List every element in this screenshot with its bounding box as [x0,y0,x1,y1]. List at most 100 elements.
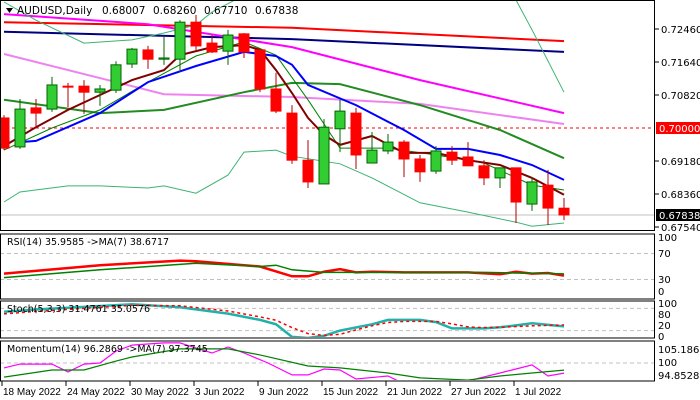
stoch-mainline [3,303,565,337]
bearish-candle[interactable] [478,160,490,186]
bullish-candle[interactable] [126,47,138,69]
momentum-scale-label: 105.1862 [658,345,700,356]
bullish-candle[interactable] [110,61,122,93]
date-label: 9 Jun 2022 [259,387,309,398]
bearish-candle[interactable] [446,146,458,166]
candle-body [1,117,10,149]
date-label: 1 Jul 2022 [515,387,562,398]
price-tick-label: 0.67540 [661,223,700,234]
candle-body [46,84,58,110]
axes: 0.72460 0.71640 0.70820 0.69180 0.68360 0.675… [1,25,700,398]
triangle-down-icon[interactable] [6,8,13,13]
bearish-candle[interactable] [286,105,298,164]
bearish-candle[interactable] [254,49,266,93]
bearish-candle[interactable] [350,107,362,170]
bearish-candle[interactable] [30,99,42,128]
candle-body [254,49,266,90]
symbol-label: AUDUSD,Daily [17,5,92,17]
bullish-candle[interactable] [494,167,506,188]
bearish-candle[interactable] [398,140,410,178]
momentum-scale-label: 94.8528 [658,371,699,382]
price-tick-label: 0.72460 [661,25,700,36]
momentum-scale-label: 100 [658,358,677,369]
bearish-candle[interactable] [542,169,554,225]
price-tick-label: 0.71640 [661,58,700,69]
bearish-candle[interactable] [302,140,314,188]
bearish-candle[interactable] [190,14,202,50]
bearish-candle[interactable] [270,72,282,114]
bullish-candle[interactable] [366,132,378,164]
candle-body [318,126,330,185]
bullish-candle[interactable] [318,119,330,185]
bullish-candle[interactable] [158,37,170,65]
bollinger-upper-line [3,1,565,93]
stoch-scale-label: 100 [658,299,677,310]
candle-body [62,85,74,88]
candle-body [430,150,442,172]
bullish-candle[interactable] [222,29,234,65]
bearish-candle[interactable] [462,142,474,167]
candle-body [350,112,362,156]
bearish-candle[interactable] [78,80,90,114]
stoch-plot [1,303,654,337]
chart-header: AUDUSD,Daily 0.68007 0.68260 0.67710 0.6… [6,5,298,17]
candle-body [286,112,298,161]
candle-body [142,49,154,60]
candle-body [110,64,122,91]
candle-body [542,184,554,209]
candle-body [462,156,474,167]
candle-body [30,107,42,114]
candle-body [510,167,522,203]
rsi-scale-label: 70 [658,249,671,260]
candle-body [14,108,26,148]
bullish-candle[interactable] [382,134,394,155]
rsi-scale-label: 0 [658,287,664,298]
level-price-label: 0.70000 [659,124,700,135]
candle-body [126,48,138,65]
date-label: 15 Jun 2022 [323,387,378,398]
stoch-signalline [3,304,565,337]
stoch-title: Stoch(5,3,3) 31.4761 35.0576 [7,304,150,315]
candle-body [238,33,250,53]
rsi-rsi-14-line [3,259,565,278]
rsi-title: RSI(14) 35.9585 ->MA(7) 38.6717 [7,237,169,248]
bearish-candle[interactable] [558,198,570,221]
current-price-label: 0.67838 [659,211,700,222]
date-label: 24 May 2022 [67,387,125,398]
bullish-candle[interactable] [526,177,538,211]
stoch-scale-label: 20 [658,321,671,332]
candle-body [494,167,506,179]
bearish-candle[interactable] [414,154,426,182]
bearish-candle[interactable] [142,45,154,69]
candle-body [382,141,394,152]
bullish-candle[interactable] [14,99,26,149]
ohlc-open: 0.68007 [102,5,145,17]
bullish-candle[interactable] [334,99,346,153]
candle-body [478,165,490,179]
rsi-pane[interactable] [0,233,655,300]
ohlc-low: 0.67710 [204,5,247,17]
bullish-candle[interactable] [46,76,58,112]
bearish-candle[interactable] [62,82,74,108]
stoch-pane[interactable] [0,300,655,339]
bearish-candle[interactable] [206,35,218,54]
candle-body [446,151,458,161]
ma-magenta-line [3,13,565,115]
momentum-ma-7-line [3,348,565,380]
candle-body [302,159,314,183]
stoch-scale-label: 80 [658,310,671,321]
bearish-candle[interactable] [238,33,250,58]
bullish-candle[interactable] [94,84,106,106]
bearish-candle[interactable] [0,115,10,151]
candle-body [174,21,186,60]
bearish-candle[interactable] [510,167,522,223]
candle-body [558,207,570,216]
bullish-candle[interactable] [174,20,186,73]
candle-body [414,158,426,173]
ohlc-high: 0.68260 [153,5,196,17]
bullish-candle[interactable] [430,146,442,174]
momentum-title: Momentum(14) 96.2869 ->MA(7) 97.3745 [7,344,208,355]
candle-body [94,88,106,93]
candle-body [78,85,90,93]
